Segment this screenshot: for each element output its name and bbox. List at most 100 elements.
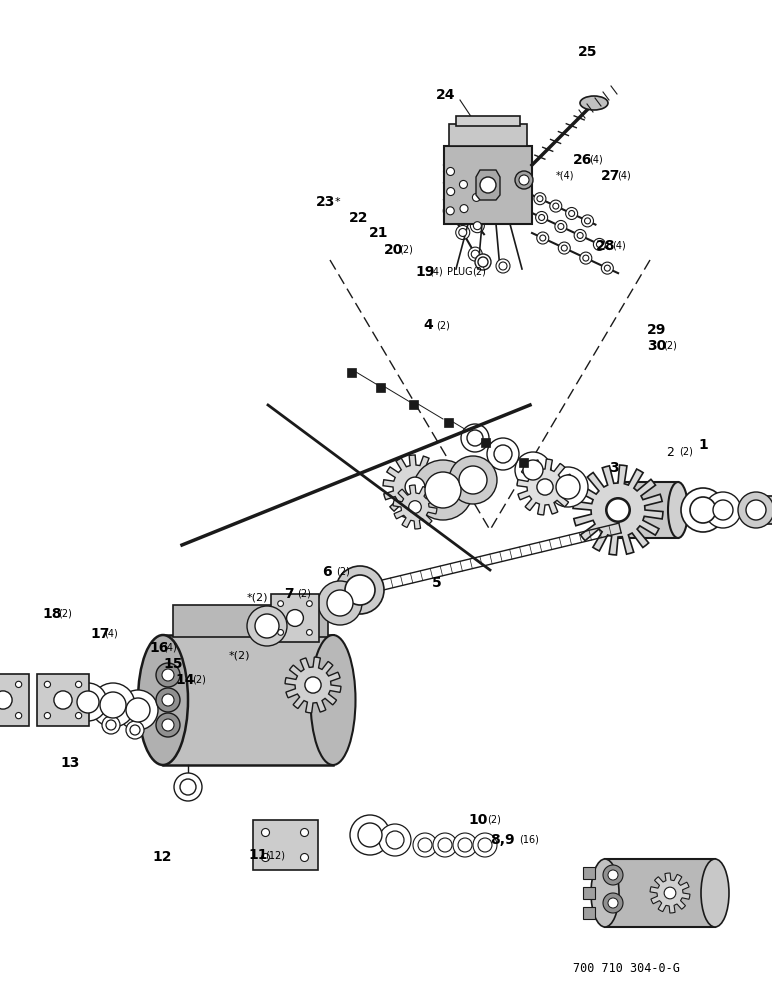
- Bar: [37, 674, 89, 726]
- Text: 26: 26: [573, 153, 592, 167]
- Text: 15: 15: [163, 657, 182, 671]
- Circle shape: [536, 211, 547, 223]
- Circle shape: [76, 712, 82, 719]
- Circle shape: [478, 257, 488, 267]
- Circle shape: [540, 235, 546, 241]
- Text: (2): (2): [58, 609, 72, 619]
- Text: (4): (4): [429, 267, 443, 277]
- Circle shape: [126, 721, 144, 739]
- Text: 22: 22: [349, 211, 368, 225]
- Text: 29: 29: [647, 323, 666, 337]
- Circle shape: [459, 228, 467, 236]
- Bar: [583, 887, 595, 899]
- Text: 700 710 304-0-G: 700 710 304-0-G: [573, 962, 680, 975]
- Circle shape: [604, 265, 611, 271]
- Circle shape: [473, 222, 482, 230]
- Polygon shape: [517, 459, 573, 515]
- Text: 16: 16: [149, 641, 168, 655]
- Circle shape: [550, 200, 562, 212]
- Circle shape: [379, 824, 411, 856]
- Circle shape: [608, 898, 618, 908]
- Text: 14: 14: [175, 673, 195, 687]
- Bar: [408, 399, 418, 408]
- Text: 23: 23: [316, 195, 335, 209]
- Circle shape: [566, 207, 577, 219]
- Circle shape: [746, 500, 766, 520]
- Circle shape: [583, 255, 589, 261]
- Text: 8,9: 8,9: [490, 833, 515, 847]
- Circle shape: [469, 190, 483, 204]
- Text: (4): (4): [589, 155, 603, 165]
- Circle shape: [607, 499, 629, 521]
- Bar: [756, 496, 772, 524]
- Circle shape: [300, 828, 309, 836]
- Circle shape: [446, 167, 455, 175]
- Ellipse shape: [701, 859, 729, 927]
- Circle shape: [459, 180, 467, 188]
- Ellipse shape: [138, 635, 188, 765]
- Circle shape: [433, 833, 457, 857]
- Text: *(2): *(2): [247, 593, 269, 603]
- Circle shape: [487, 438, 519, 470]
- Circle shape: [262, 828, 269, 836]
- Text: (4): (4): [104, 629, 118, 639]
- Circle shape: [553, 203, 559, 209]
- Circle shape: [461, 424, 489, 452]
- Circle shape: [515, 171, 533, 189]
- Text: (12): (12): [265, 850, 285, 860]
- Circle shape: [601, 262, 613, 274]
- Circle shape: [480, 177, 496, 193]
- Circle shape: [447, 188, 455, 196]
- Circle shape: [413, 833, 437, 857]
- Circle shape: [77, 691, 99, 713]
- Text: 12: 12: [152, 850, 171, 864]
- Circle shape: [597, 241, 602, 247]
- Circle shape: [174, 773, 202, 801]
- Text: 1: 1: [698, 438, 708, 452]
- Circle shape: [386, 831, 404, 849]
- Circle shape: [358, 823, 382, 847]
- Text: *: *: [335, 197, 340, 207]
- Text: PLUG: PLUG: [447, 267, 472, 277]
- Circle shape: [15, 681, 22, 688]
- Circle shape: [180, 779, 196, 795]
- Circle shape: [405, 477, 425, 497]
- Circle shape: [345, 575, 375, 605]
- Text: (2): (2): [399, 245, 413, 255]
- Circle shape: [449, 456, 497, 504]
- Circle shape: [76, 681, 82, 688]
- Circle shape: [162, 694, 174, 706]
- Circle shape: [306, 601, 313, 606]
- Text: 6: 6: [322, 565, 332, 579]
- Circle shape: [458, 838, 472, 852]
- Circle shape: [471, 250, 479, 258]
- Circle shape: [100, 692, 126, 718]
- Circle shape: [523, 460, 543, 480]
- Bar: [375, 382, 384, 391]
- Text: (2): (2): [663, 341, 677, 351]
- Circle shape: [286, 610, 303, 626]
- Circle shape: [558, 223, 564, 229]
- Bar: [163, 635, 333, 765]
- Ellipse shape: [310, 635, 355, 765]
- Text: 10: 10: [468, 813, 487, 827]
- Circle shape: [515, 452, 551, 488]
- Circle shape: [255, 614, 279, 638]
- Text: 19: 19: [415, 265, 435, 279]
- Ellipse shape: [668, 482, 688, 538]
- Text: 11: 11: [248, 848, 268, 862]
- Text: (4): (4): [612, 241, 626, 251]
- Circle shape: [91, 683, 135, 727]
- Circle shape: [336, 566, 384, 614]
- Bar: [618, 482, 678, 538]
- Circle shape: [15, 712, 22, 719]
- Text: 5: 5: [432, 576, 442, 590]
- Circle shape: [690, 497, 716, 523]
- Text: (2): (2): [487, 815, 501, 825]
- Circle shape: [305, 677, 321, 693]
- Circle shape: [443, 204, 457, 218]
- Circle shape: [306, 630, 313, 635]
- Circle shape: [156, 688, 180, 712]
- Circle shape: [438, 838, 452, 852]
- Circle shape: [278, 630, 283, 635]
